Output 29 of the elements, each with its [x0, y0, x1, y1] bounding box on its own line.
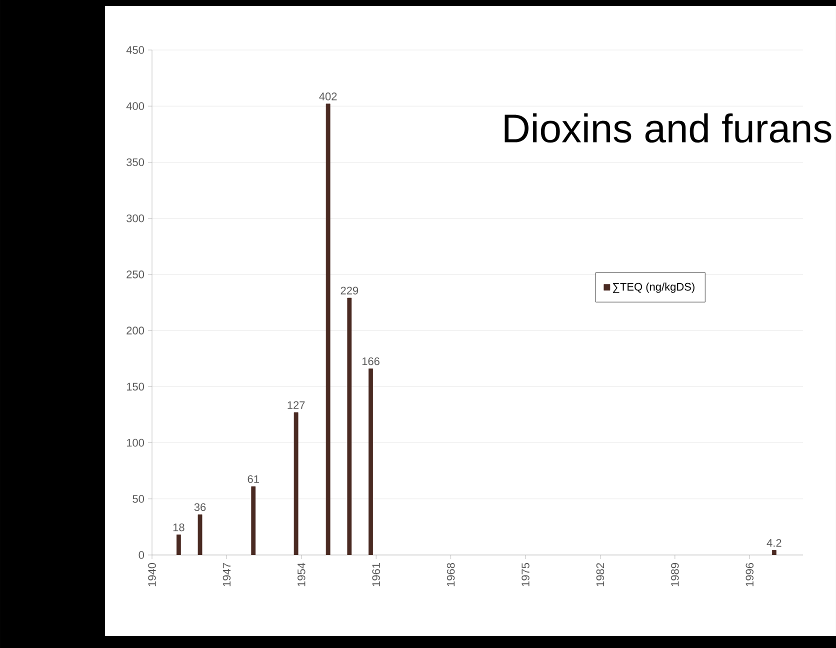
- x-tick-label: 1996: [746, 563, 754, 586]
- data-label: 166: [362, 357, 380, 366]
- y-tick-label: 100: [126, 438, 144, 447]
- x-tick-label: 1954: [298, 562, 306, 586]
- y-tick-label: 450: [126, 46, 144, 54]
- y-tick-label: 250: [126, 270, 144, 278]
- text: Dioxins and furans: [504, 113, 832, 143]
- x-tick-label: 1975: [522, 562, 530, 586]
- data-label: 402: [319, 92, 337, 100]
- data-label: 18: [173, 523, 184, 532]
- x-tick-label: 1989: [671, 563, 679, 586]
- data-label: 61: [248, 475, 259, 483]
- y-tick-label: 0: [138, 551, 144, 559]
- data-label: 36: [194, 503, 206, 512]
- data-label: 229: [340, 286, 358, 294]
- y-tick-label: 50: [132, 494, 144, 503]
- x-tick-label: 1947: [222, 563, 231, 586]
- y-tick-label: 350: [126, 158, 144, 166]
- data-label: 4.2: [766, 539, 782, 547]
- x-tick-label: 1961: [372, 563, 380, 586]
- legend-label: ∑TEQ (ng/kgDS): [612, 282, 694, 293]
- x-tick-label: 1968: [446, 563, 455, 586]
- x-tick-label: 1982: [596, 563, 604, 586]
- y-tick-label: 150: [126, 382, 144, 391]
- x-tick-label: 1940: [148, 562, 156, 586]
- y-tick-label: 300: [126, 214, 144, 222]
- y-tick-label: 200: [126, 326, 144, 334]
- data-label: 127: [288, 401, 305, 409]
- y-tick-label: 400: [126, 102, 144, 110]
